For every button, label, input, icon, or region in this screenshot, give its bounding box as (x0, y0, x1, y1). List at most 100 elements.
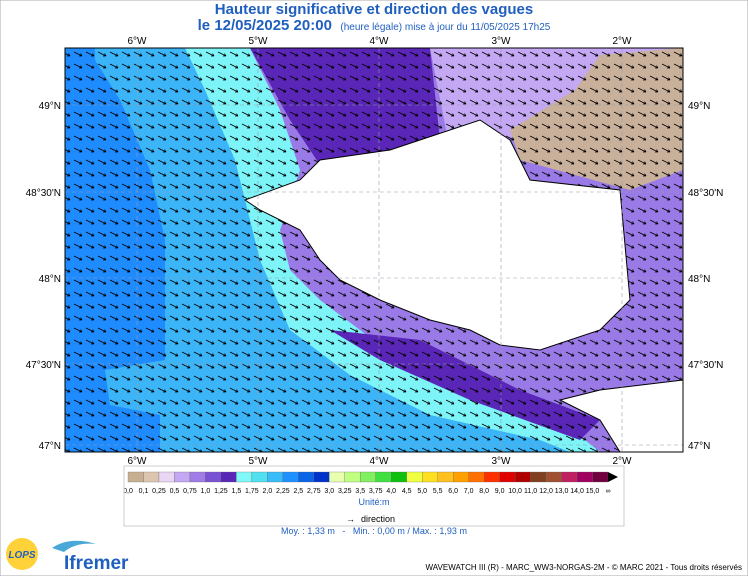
date: le 12/05/2025 20:00 (198, 17, 332, 34)
color-swatch (592, 471, 609, 483)
color-swatch (375, 471, 392, 483)
legend-label: 2,75 (307, 488, 321, 495)
color-swatch (127, 471, 144, 483)
color-swatch (143, 471, 160, 483)
legend-label: 7,0 (464, 488, 474, 495)
color-swatch (406, 471, 423, 483)
update-note: (heure légale) mise à jour du 11/05/2025… (340, 22, 550, 33)
legend-label: 5,0 (417, 488, 427, 495)
ifremer-text: Ifremer (64, 553, 129, 574)
legend-label: 2,5 (293, 488, 303, 495)
subtitle: le 12/05/2025 20:00 (heure légale) mise … (198, 17, 551, 34)
lat-label: 49°N (39, 101, 61, 112)
lops-text: LOPS (8, 550, 36, 561)
color-swatch (251, 471, 268, 483)
color-swatch (313, 471, 330, 483)
title: Hauteur significative et direction des v… (215, 1, 533, 18)
color-swatch (391, 471, 407, 483)
color-swatch (545, 471, 562, 483)
colorbar-end (608, 472, 618, 482)
lat-label: 47°30'N (688, 360, 723, 371)
color-swatch (468, 471, 485, 483)
legend-label: 11,0 (524, 488, 537, 495)
legend-label: ∞ (606, 488, 611, 495)
color-swatch (329, 471, 345, 483)
legend-label: 4,0 (386, 488, 396, 495)
lat-label: 48°30'N (26, 188, 61, 199)
lon-label: 2°W (613, 36, 633, 47)
land (243, 119, 631, 351)
lon-label: 2°W (613, 456, 633, 467)
map (65, 48, 683, 452)
lat-label: 47°N (688, 441, 710, 452)
lon-label: 4°W (370, 456, 390, 467)
unit: Unité:m (358, 497, 389, 507)
stats: Moy. : 1,33 m - Min. : 0,00 m / Max. : 1… (281, 526, 467, 536)
lon-label: 5°W (249, 456, 269, 467)
ifremer-swoosh (52, 540, 96, 552)
lat-label: 47°N (39, 441, 61, 452)
legend-label: 1,5 (232, 488, 242, 495)
lon-label: 5°W (249, 36, 269, 47)
color-swatch (561, 471, 578, 483)
color-swatch (453, 471, 469, 483)
lon-label: 6°W (128, 36, 148, 47)
lops-logo (6, 538, 38, 570)
legend-label: 14,0 (570, 488, 584, 495)
legend-label: 3,0 (324, 488, 334, 495)
legend-label: 6,0 (448, 488, 458, 495)
color-swatch (236, 471, 253, 483)
color-swatch (298, 471, 314, 483)
color-swatch (174, 471, 191, 483)
legend-label: 9,0 (495, 488, 505, 495)
legend-label: 0,75 (183, 488, 197, 495)
lon-label: 3°W (492, 36, 512, 47)
legend-label: 0,25 (152, 488, 166, 495)
color-swatch (422, 471, 438, 483)
graticule (65, 48, 683, 452)
color-swatch (437, 471, 454, 483)
color-swatch (282, 471, 299, 483)
color-swatch (499, 471, 516, 483)
lat-label: 48°30'N (688, 188, 723, 199)
color-swatch (360, 471, 376, 483)
legend-label: 0,5 (170, 488, 180, 495)
legend: 0,0 0,1 0,25 0,5 0,75 1,0 1,25 1,5 1,75 2,0 2,25 2,… (123, 471, 618, 495)
color-swatch (514, 471, 531, 483)
legend-label: 1,0 (201, 488, 211, 495)
legend-label: 3,5 (355, 488, 365, 495)
lat-label: 48°N (688, 274, 710, 285)
legend-label: 1,75 (245, 488, 259, 495)
legend-label: 8,0 (479, 488, 489, 495)
color-swatch (344, 471, 361, 483)
legend-label: 3,25 (338, 488, 352, 495)
lat-label: 49°N (688, 101, 710, 112)
legend-label: 15,0 (586, 488, 600, 495)
color-swatch (189, 471, 206, 483)
land (558, 379, 683, 452)
lat-label: 47°30'N (26, 360, 61, 371)
footer: WAVEWATCH III (R) - MARC_WW3-NORGAS-2M -… (426, 563, 742, 572)
color-swatch (530, 471, 547, 483)
legend-label: 0,0 (123, 488, 133, 495)
legend-label: 2,0 (262, 488, 272, 495)
legend-label: 2,25 (276, 488, 290, 495)
legend-label: 10,0 (508, 488, 522, 495)
color-swatch (267, 471, 283, 483)
legend-label: 4,5 (402, 488, 412, 495)
legend-label: 3,75 (369, 488, 383, 495)
legend-label: 0,1 (139, 488, 149, 495)
legend-label: 13,0 (555, 488, 569, 495)
map-frame (64, 47, 684, 453)
direction-arrow: → (346, 514, 355, 524)
axis-labels: 6°W 6°W 5°W 5°W 4°W 4°W 3°W 3°W 2°W 2°W 49°N 49°N 48… (26, 36, 724, 467)
legend-label: 1,25 (214, 488, 228, 495)
lon-label: 3°W (492, 456, 512, 467)
color-swatch (205, 471, 222, 483)
lon-label: 4°W (370, 36, 390, 47)
lat-label: 48°N (39, 274, 61, 285)
legend-label: 5,5 (433, 488, 443, 495)
lon-label: 6°W (128, 456, 148, 467)
